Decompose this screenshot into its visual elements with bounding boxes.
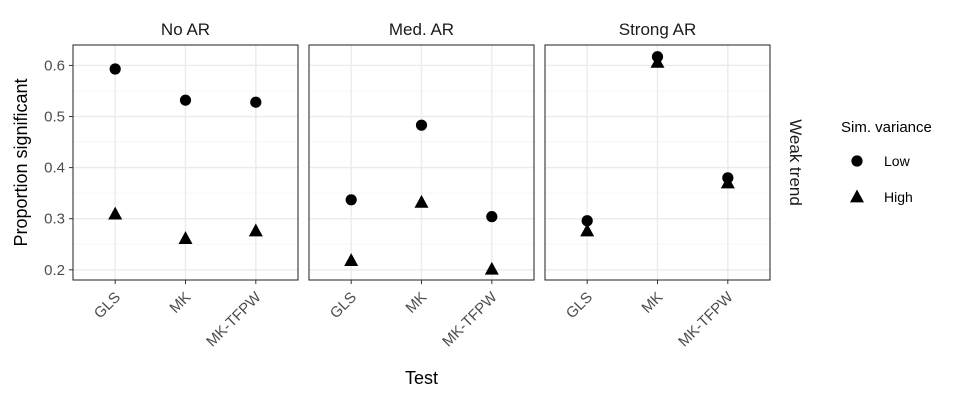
data-point-low: [345, 194, 357, 206]
data-point-low: [179, 94, 192, 106]
facet-label: No AR: [161, 20, 210, 39]
facet-label: Med. AR: [389, 20, 454, 39]
x-tick-label: MK-TFPW: [675, 288, 737, 350]
x-tick-label: MK: [638, 289, 666, 317]
legend-label-low: Low: [884, 153, 911, 169]
data-point-high: [248, 223, 263, 237]
data-point-low: [415, 119, 428, 131]
data-point-high: [650, 54, 665, 68]
x-tick-label: MK: [166, 289, 194, 317]
x-tick-label: MK-TFPW: [203, 288, 265, 350]
data-point-high: [414, 194, 429, 208]
facet-label: Strong AR: [619, 20, 697, 39]
data-point-high: [344, 253, 359, 266]
facet-strip: [545, 13, 770, 45]
panel-med-ar: Med. AR GLS MK MK-TFPW: [308, 13, 535, 350]
row-strip-label: Weak trend: [786, 119, 805, 206]
x-tick-label: GLS: [563, 289, 596, 322]
data-point-low: [581, 215, 593, 227]
x-axis-title: Test: [405, 368, 438, 388]
data-point-low: [109, 63, 121, 75]
legend: Sim. variance Low High: [841, 119, 932, 205]
data-point-low: [250, 96, 262, 108]
data-point-low: [486, 211, 498, 223]
y-tick-label: 0.4: [44, 160, 65, 177]
x-tick-label: GLS: [327, 289, 360, 322]
y-tick-label: 0.2: [44, 262, 65, 279]
legend-label-high: High: [884, 189, 913, 205]
data-point-high: [720, 175, 735, 189]
legend-title: Sim. variance: [841, 119, 932, 136]
facet-strip: [73, 13, 298, 45]
facet-strip: [309, 13, 534, 45]
legend-key-low: [851, 155, 863, 167]
legend-key-high: [850, 189, 864, 203]
data-point-high: [178, 231, 193, 245]
panel-strong-ar: Strong AR GLS MK MK-TFPW: [544, 13, 771, 350]
x-tick-label: MK-TFPW: [439, 288, 501, 350]
data-point-high: [484, 261, 499, 275]
y-tick-label: 0.3: [44, 211, 65, 228]
data-point-high: [108, 206, 123, 220]
data-point-high: [580, 223, 595, 237]
x-tick-label: GLS: [91, 289, 124, 322]
x-tick-label: MK: [402, 289, 430, 317]
y-axis-title: Proportion significant: [11, 78, 31, 246]
y-tick-label: 0.6: [44, 57, 65, 74]
y-tick-label: 0.5: [44, 109, 65, 126]
panel-no-ar: No AR GLS MK MK-TFPW: [72, 13, 299, 350]
